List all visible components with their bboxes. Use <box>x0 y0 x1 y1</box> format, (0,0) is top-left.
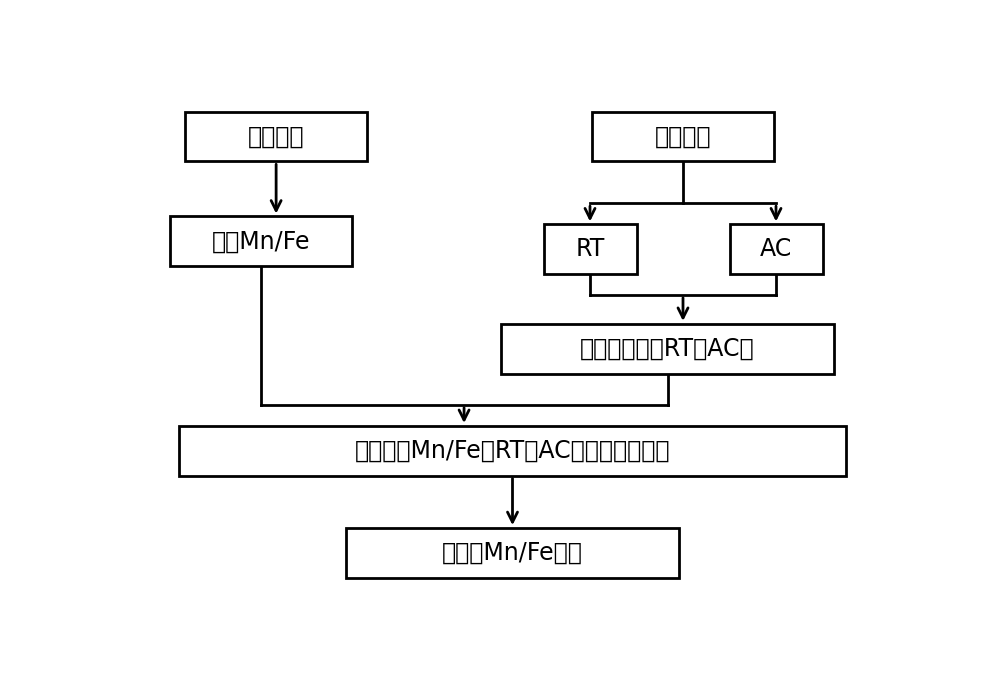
Bar <box>346 528 679 578</box>
Text: RT: RT <box>575 237 605 261</box>
Text: AC: AC <box>760 237 792 261</box>
Text: 建立实测Mn/Fe与RT、AC之间的函数关系: 建立实测Mn/Fe与RT、AC之间的函数关系 <box>355 439 670 462</box>
Text: 采样点对应的RT、AC值: 采样点对应的RT、AC值 <box>580 337 755 360</box>
Bar <box>170 216 352 266</box>
Bar <box>544 224 637 274</box>
Bar <box>501 324 834 373</box>
Bar <box>730 224 822 274</box>
Text: 测井曲线: 测井曲线 <box>655 124 711 148</box>
Text: 实测Mn/Fe: 实测Mn/Fe <box>211 229 310 253</box>
Text: 连续的Mn/Fe曲线: 连续的Mn/Fe曲线 <box>442 541 583 565</box>
Bar <box>185 112 367 161</box>
Text: 设计取样: 设计取样 <box>248 124 304 148</box>
Bar <box>179 426 846 475</box>
Bar <box>592 112 774 161</box>
